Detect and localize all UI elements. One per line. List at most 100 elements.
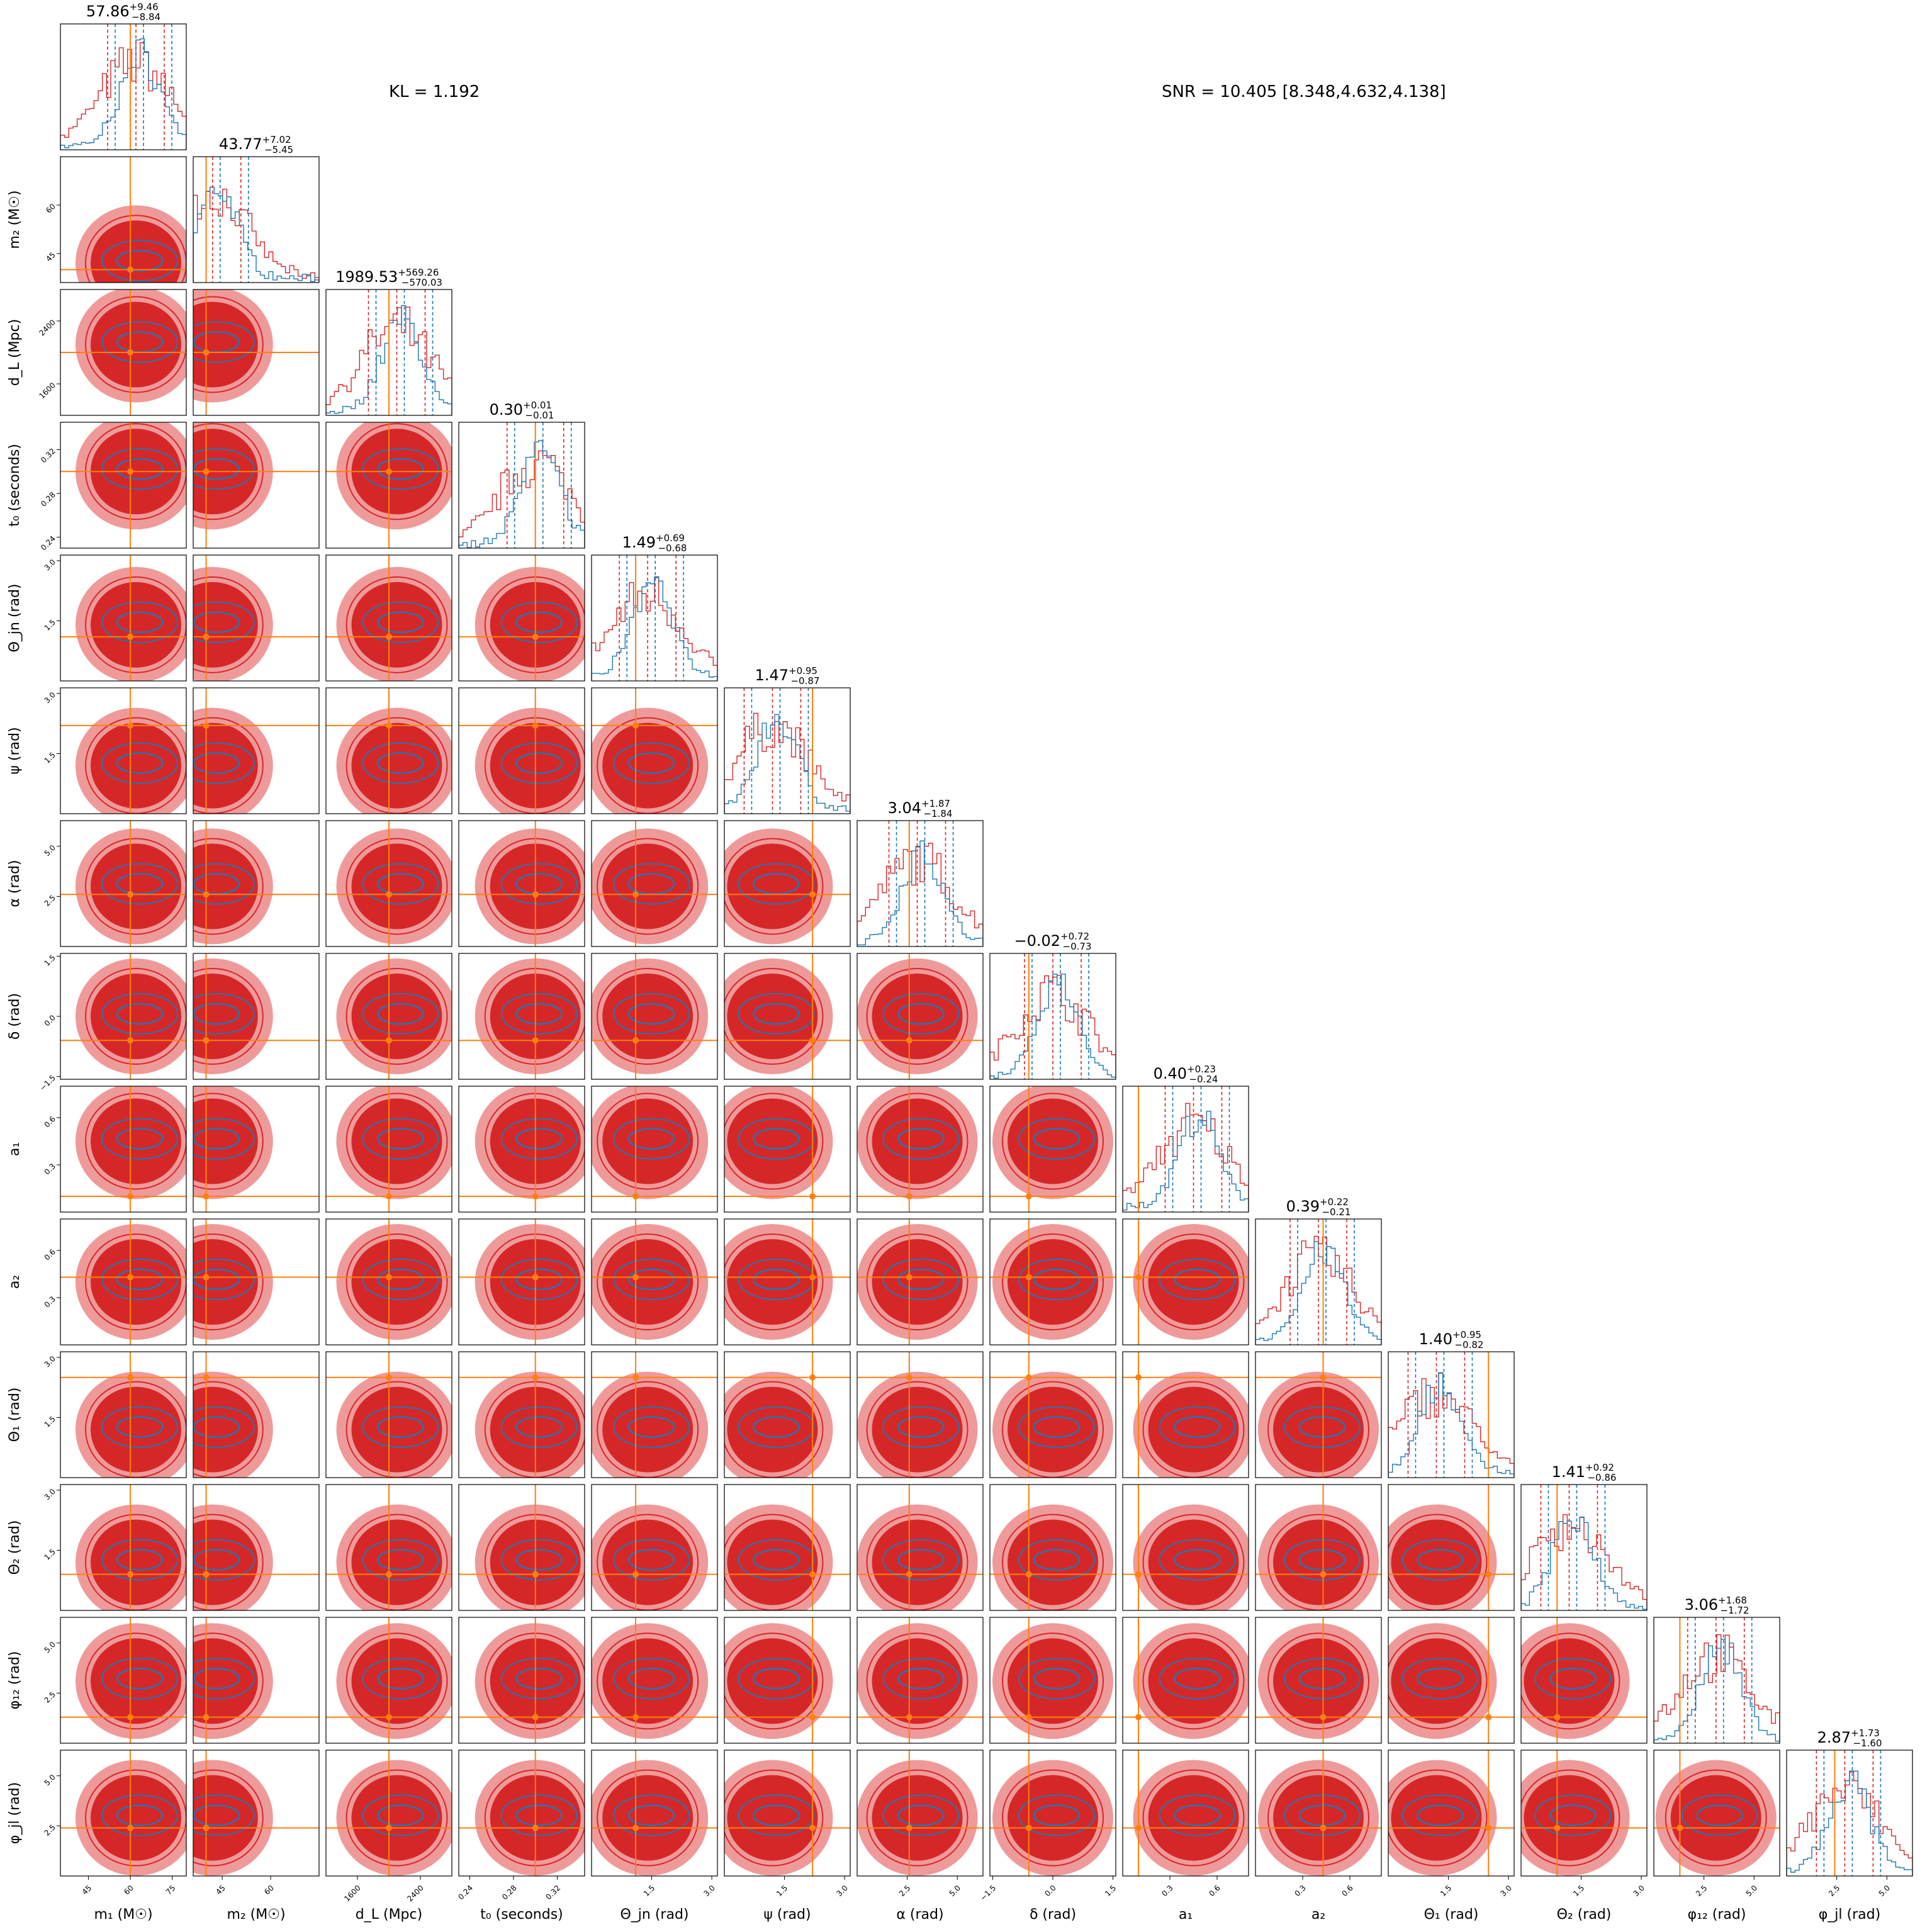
contour-blue-inner: [753, 1804, 800, 1826]
contour-blue-inner: [515, 1804, 563, 1826]
contour-blue-inner: [1549, 1804, 1597, 1826]
truth-marker: [127, 891, 134, 898]
contour-line: [193, 296, 264, 393]
panel-p2-p8: [325, 1086, 452, 1213]
panel-frame: [1122, 1218, 1249, 1345]
contour-line: [597, 1632, 699, 1730]
panel-p8-p10: [1122, 1351, 1249, 1478]
panel-p4-p7: [591, 953, 718, 1080]
panel-frame: [193, 1351, 320, 1478]
panel-frame: [1388, 1749, 1515, 1877]
contour-inner: [1273, 1638, 1364, 1724]
truth-marker: [203, 1193, 210, 1199]
contour-inner: [351, 1519, 442, 1605]
truth-marker: [127, 266, 134, 273]
contour-blue-outer: [613, 993, 690, 1035]
truth-marker: [1485, 1824, 1492, 1831]
y-tick-label: 1.5: [43, 953, 57, 968]
truth-marker: [1135, 1374, 1142, 1381]
truth-marker: [386, 1274, 392, 1281]
contour-blue-inner: [116, 1804, 164, 1826]
panel-frame: [724, 820, 851, 947]
contour-blue-outer: [101, 1259, 178, 1300]
x-axis-label-p13: φ_jl (rad): [1819, 1907, 1880, 1923]
truth-marker: [1554, 1714, 1561, 1721]
panel-grid: 57.86+9.46 −8.84 45 60 m₂ (M☉) 43.77+7.02 −5.4…: [7, 1, 1913, 1923]
truth-marker: [127, 1037, 134, 1044]
contour-blue-outer: [101, 1539, 178, 1581]
panel-frame: [856, 1617, 984, 1744]
panel-p8-p11: [1122, 1484, 1249, 1611]
contour-line: [345, 838, 448, 935]
histogram-blue: [193, 186, 319, 283]
x-tick-label: 3.0: [834, 1884, 849, 1898]
panel-frame: [1388, 1484, 1515, 1611]
contour-blue-outer: [500, 863, 578, 905]
truth-marker: [203, 1824, 210, 1831]
panel-p2-p12: [325, 1617, 452, 1744]
contour-blue-outer: [500, 1406, 578, 1448]
panel-p1-p10: [193, 1351, 320, 1478]
x-tick-label: −1.5: [979, 1884, 998, 1903]
panel-frame: [325, 1484, 452, 1611]
contour-inner: [1008, 1098, 1098, 1184]
truth-marker: [906, 1824, 913, 1831]
panel-frame: [60, 687, 187, 814]
panel-p8-p8: 0.40+0.23 −0.24: [1122, 1064, 1249, 1213]
contour-inner: [351, 1098, 442, 1184]
contour-blue-inner: [753, 1668, 800, 1690]
truth-marker: [1135, 1714, 1142, 1721]
contour-inner: [727, 1775, 818, 1861]
contour-blue-outer: [1018, 1658, 1095, 1700]
contour-inner: [1524, 1638, 1615, 1724]
contour-line: [866, 968, 969, 1065]
contour-blue-outer: [101, 448, 178, 490]
contour-inner: [602, 974, 694, 1059]
contour-blue-outer: [193, 601, 255, 643]
contour-inner: [872, 1519, 963, 1605]
contour-blue-outer: [193, 1259, 255, 1300]
title-p6: 3.04+1.87 −1.84: [888, 798, 953, 819]
contour-line: [724, 838, 824, 935]
panel-frame: [591, 953, 718, 1080]
y-tick-label: 2.5: [43, 1822, 57, 1837]
panel-p0-p12: 2.5 5.0 φ₁₂ (rad): [7, 1617, 187, 1744]
y-tick-label: 3.0: [43, 690, 57, 705]
contour-blue-inner: [897, 1003, 945, 1025]
upper-error: +7.02: [262, 134, 291, 145]
contour-blue-outer: [193, 742, 255, 784]
truth-marker: [632, 1037, 639, 1044]
truth-marker: [203, 1714, 210, 1721]
panel-p0-p2: 1600 2400 d_L (Mpc): [7, 289, 187, 416]
contour-blue-outer: [101, 321, 178, 363]
x-axis-label-p4: Θ_jn (rad): [620, 1907, 688, 1923]
histogram-blue: [1123, 1111, 1249, 1212]
contour-blue-outer: [193, 448, 255, 490]
panel-p2-p9: [325, 1218, 452, 1345]
contour-blue-outer: [1018, 1794, 1095, 1836]
panel-frame: [1122, 1617, 1249, 1744]
upper-error: +569.26: [398, 267, 439, 278]
contour-inner: [193, 974, 258, 1059]
y-tick-label: 60: [44, 202, 57, 215]
panel-frame: [193, 554, 320, 682]
panel-p4-p5: [591, 687, 718, 814]
panel-p2-p5: [325, 687, 452, 814]
contour-inner: [351, 1239, 442, 1325]
contour-blue-outer: [362, 1259, 439, 1300]
x-axis-label-p0: m₁ (M☉): [94, 1907, 152, 1923]
contour-blue-inner: [753, 1549, 800, 1571]
panel-p1-p8: [193, 1086, 320, 1213]
histogram-blue: [724, 714, 850, 814]
contour-inner: [872, 1239, 963, 1325]
contour-blue-outer: [738, 1794, 815, 1836]
contour-inner: [193, 1239, 258, 1325]
panel-p6-p9: [856, 1218, 984, 1345]
median-value: 0.39: [1286, 1198, 1320, 1215]
x-tick-label: 1.5: [1439, 1884, 1453, 1898]
contour-blue-inner: [1174, 1416, 1221, 1438]
panel-p4-p11: [591, 1484, 718, 1611]
y-tick-label: 2.5: [43, 893, 57, 907]
upper-error: +9.46: [130, 1, 159, 13]
contour-blue-inner: [116, 1128, 164, 1150]
